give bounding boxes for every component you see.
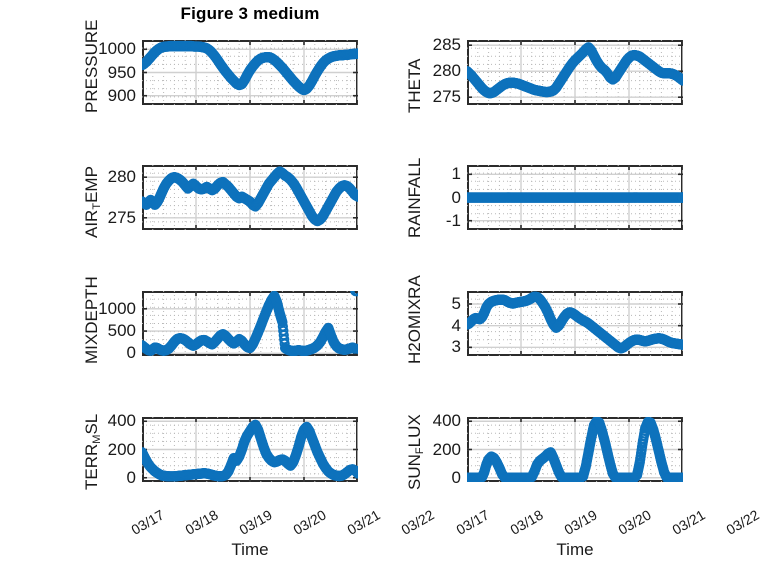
y-tick-label: 5 [451,294,461,313]
x-tick-label: 03/18 [507,506,546,538]
y-axis-label-text: TERRMSL [82,413,103,490]
subplot-terr-msl: 0 200 400 TERRMSL 03/17 03/18 03/19 03/20 03/21 0… [82,411,437,559]
subplot-rainfall: -1 0 1 RAINFALL [405,157,683,238]
y-tick-label: 275 [107,207,136,227]
x-tick-label: 03/17 [453,506,492,538]
x-tick-label: 03/19 [561,506,600,538]
y-tick-label: 0 [126,467,136,487]
y-axis-label: AIRTEMP [82,166,103,238]
data-series [467,417,683,482]
y-tick-label: 3 [451,337,461,357]
data-series [142,166,358,227]
y-tick-label: 275 [432,87,461,107]
y-axis-label-text: AIRTEMP [82,165,103,238]
subplot-pressure: 900 950 1000 PRESSURE [82,19,358,113]
y-tick-label: 200 [432,439,461,459]
data-series [142,40,358,96]
y-tick-label: 1 [451,164,461,184]
y-axis-label: TERRMSL [82,413,103,489]
figure-title: Figure 3 medium [180,4,320,23]
y-axis-label-text: SUNFLUX [405,413,426,490]
subplot-h2omixra: 3 4 5 H2OMIXRA [405,275,683,364]
y-tick-label: 1000 [98,298,136,318]
y-tick-label: 500 [107,321,136,341]
y-tick-label: 400 [107,411,136,431]
x-axis-label: Time [231,540,269,559]
y-tick-label: -1 [445,210,461,230]
y-tick-label: 200 [107,439,136,459]
y-axis-label: THETA [405,58,424,113]
y-tick-label: 280 [107,167,136,187]
x-tick-label: 03/17 [128,506,167,538]
y-tick-label: 0 [451,187,461,207]
y-tick-label: 0 [126,343,136,363]
y-tick-label: 285 [432,35,461,55]
x-tick-label: 03/22 [723,506,762,538]
x-tick-label: 03/19 [236,506,275,538]
subplot-mixdepth: 0 500 1000 MIXDEPTH [82,276,358,364]
x-tick-label: 03/20 [615,506,654,538]
y-axis-label: PRESSURE [82,18,101,113]
y-tick-label: 900 [107,85,136,105]
data-series [467,291,683,354]
y-axis-label: H2OMIXRA [405,274,424,364]
y-tick-label: 280 [432,61,461,81]
subplot-sun-flux: 0 200 400 SUNFLUX 03/17 03/18 03/19 03/20 03/21 0… [405,411,762,559]
y-tick-label: 0 [451,467,461,487]
x-axis-label: Time [556,540,594,559]
y-tick-label: 400 [432,411,461,431]
subplot-theta: 275 280 285 THETA [405,35,683,113]
y-axis-label: SUNFLUX [405,414,426,490]
subplot-air-temp: 275 280 AIRTEMP [82,165,358,238]
y-axis-label: MIXDEPTH [82,275,101,364]
x-tick-label: 03/21 [344,506,383,538]
x-tick-label: 03/22 [398,506,437,538]
y-tick-label: 4 [451,315,461,335]
data-series [142,291,358,356]
data-series [467,42,683,99]
y-tick-label: 1000 [98,39,136,59]
data-series [467,192,683,203]
y-axis-label: RAINFALL [405,157,424,238]
x-tick-label: 03/20 [290,506,329,538]
x-tick-label: 03/18 [182,506,221,538]
data-series [142,419,358,482]
x-tick-label: 03/21 [669,506,708,538]
y-tick-label: 950 [107,62,136,82]
